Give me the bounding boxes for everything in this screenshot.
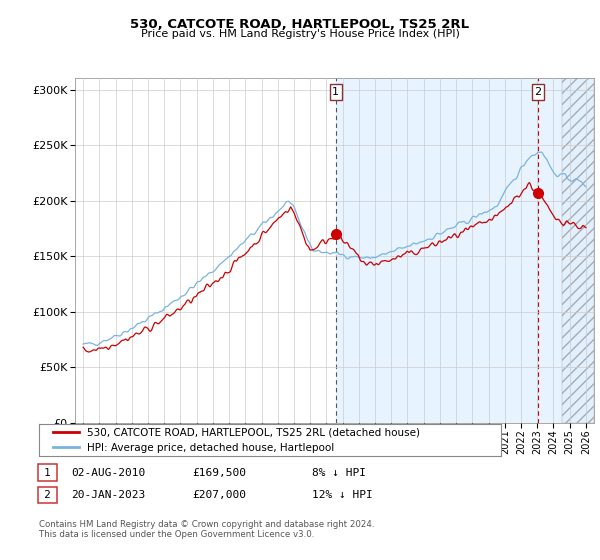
Bar [562,78,594,423]
Text: 2: 2 [41,490,54,500]
Text: 1: 1 [41,468,54,478]
Bar [562,78,594,423]
Text: 530, CATCOTE ROAD, HARTLEPOOL, TS25 2RL: 530, CATCOTE ROAD, HARTLEPOOL, TS25 2RL [130,18,470,31]
Text: 12% ↓ HPI: 12% ↓ HPI [312,490,373,500]
Text: £207,000: £207,000 [192,490,246,500]
Text: 20-JAN-2023: 20-JAN-2023 [71,490,145,500]
Text: Price paid vs. HM Land Registry's House Price Index (HPI): Price paid vs. HM Land Registry's House … [140,29,460,39]
Bar [336,78,594,423]
Text: Contains HM Land Registry data © Crown copyright and database right 2024.
This d: Contains HM Land Registry data © Crown c… [39,520,374,539]
Legend: 530, CATCOTE ROAD, HARTLEPOOL, TS25 2RL (detached house), HPI: Average price, de: 530, CATCOTE ROAD, HARTLEPOOL, TS25 2RL … [49,423,425,457]
Text: 02-AUG-2010: 02-AUG-2010 [71,468,145,478]
Text: 2: 2 [535,87,542,97]
Text: 8% ↓ HPI: 8% ↓ HPI [312,468,366,478]
Text: 1: 1 [332,87,339,97]
Text: £169,500: £169,500 [192,468,246,478]
